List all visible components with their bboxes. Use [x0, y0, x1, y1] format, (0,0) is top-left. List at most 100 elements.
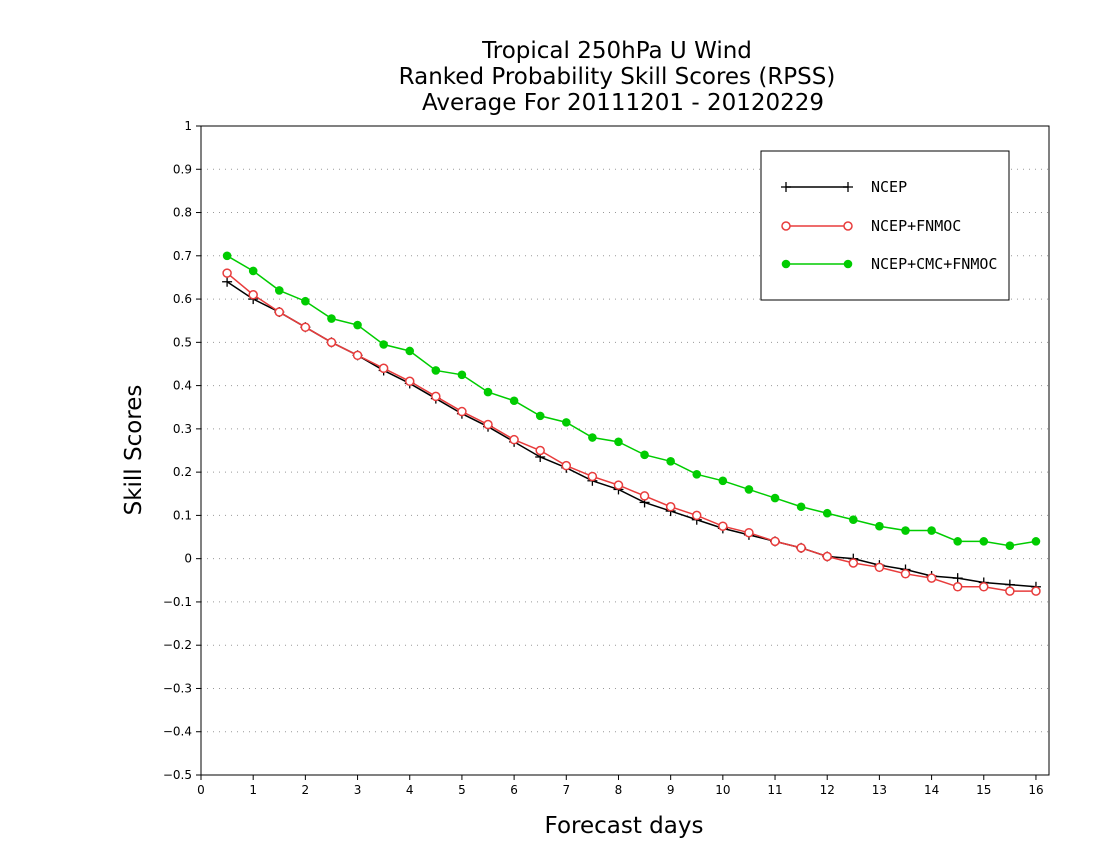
data-point-filled-circle [561, 418, 571, 427]
data-point-filled-circle [274, 286, 284, 295]
data-point-open-circle [274, 307, 285, 317]
data-point-filled-circle [379, 340, 388, 349]
axis-ticks: −0.5 −0.4 −0.3 −0.2 −0.1 0 0.1 0.2 0.3 0.4 0.5 0.6 0… [163, 119, 1044, 797]
data-point-filled-circle [483, 387, 493, 397]
data-point-plus [222, 276, 233, 287]
data-point-open-circle [900, 569, 911, 579]
x-tick-label: 3 [354, 783, 362, 797]
data-point-open-circle [1005, 586, 1015, 596]
legend: NCEP NCEP+FNMOC NCEP+CMC+FNMOC [760, 150, 1010, 301]
plot-frame [200, 125, 1050, 776]
data-point-open-circle [404, 376, 415, 387]
data-point-open-circle [744, 527, 754, 538]
data-point-filled-circle [457, 370, 467, 380]
y-tick-label: −0.5 [163, 768, 192, 782]
x-tick-label: 14 [924, 783, 939, 797]
data-point-filled-circle [301, 296, 310, 306]
data-point-filled-circle [692, 469, 702, 479]
x-tick-label: 11 [767, 783, 782, 797]
data-point-open-circle [326, 337, 337, 348]
data-point-open-circle [665, 501, 676, 512]
data-point-open-circle [613, 480, 624, 490]
data-point-filled-circle [770, 493, 780, 503]
y-tick-label: 0.6 [173, 292, 192, 306]
x-tick-label: 15 [976, 783, 991, 797]
data-point-plus [843, 182, 853, 192]
legend-label: NCEP+FNMOC [871, 217, 961, 235]
data-point-filled-circle [588, 433, 597, 442]
data-point-open-circle [300, 322, 311, 332]
data-point-open-circle [248, 289, 258, 300]
data-point-filled-circle [614, 437, 623, 447]
data-point-open-circle [926, 573, 937, 583]
data-point-filled-circle [1031, 537, 1041, 546]
legend-label: NCEP+CMC+FNMOC [871, 255, 997, 273]
series-line [226, 272, 1036, 592]
data-point-filled-circle [509, 396, 519, 406]
legend-item: NCEP+FNMOC [781, 217, 961, 235]
x-tick-label: 12 [820, 783, 835, 797]
y-tick-label: −0.2 [163, 638, 192, 652]
y-tick-label: 1 [184, 119, 192, 133]
data-point-open-circle [639, 491, 650, 501]
data-point-filled-circle [222, 251, 232, 261]
data-point-open-circle [952, 582, 963, 592]
data-point-open-circle [874, 562, 885, 573]
data-point-open-circle [848, 558, 859, 568]
series-layer [222, 251, 1041, 596]
x-tick-label: 9 [667, 783, 675, 797]
data-point-filled-circle [640, 450, 649, 460]
data-point-open-circle [692, 510, 702, 521]
chart-title-line-2: Ranked Probability Skill Scores (RPSS) [399, 64, 836, 90]
chart-title-line-3: Average For 20111201 - 20120229 [422, 90, 824, 116]
x-tick-label: 2 [302, 783, 310, 797]
data-point-filled-circle [822, 508, 832, 518]
chart-title-line-1: Tropical 250hPa U Wind [481, 38, 752, 64]
x-tick-label: 0 [197, 783, 205, 797]
data-point-filled-circle [431, 366, 441, 375]
data-point-filled-circle [979, 537, 989, 546]
data-point-open-circle [587, 471, 598, 482]
data-point-open-circle [781, 221, 791, 231]
x-tick-label: 6 [510, 783, 518, 797]
data-point-filled-circle [875, 521, 884, 531]
data-point-open-circle [843, 221, 853, 231]
data-point-filled-circle [405, 346, 415, 356]
data-point-filled-circle [353, 320, 362, 330]
x-tick-label: 1 [249, 783, 257, 797]
y-tick-label: 0 [184, 552, 192, 566]
data-point-filled-circle [327, 314, 336, 323]
x-tick-label: 7 [562, 783, 570, 797]
data-point-filled-circle [781, 259, 791, 269]
data-point-filled-circle [666, 457, 675, 466]
x-tick-label: 8 [615, 783, 623, 797]
data-point-open-circle [796, 543, 806, 553]
y-tick-label: 0.9 [173, 162, 192, 176]
data-point-filled-circle [718, 476, 728, 486]
data-point-plus [781, 182, 791, 192]
x-tick-label: 4 [406, 783, 414, 797]
data-point-open-circle [378, 363, 389, 374]
series-line [226, 255, 1037, 547]
y-tick-label: 0.3 [173, 422, 192, 436]
data-point-filled-circle [535, 411, 545, 421]
data-point-open-circle [431, 391, 441, 402]
y-axis-label: Skill Scores [121, 385, 147, 516]
data-point-open-circle [352, 350, 363, 361]
data-point-filled-circle [927, 526, 936, 535]
data-point-open-circle [1031, 586, 1041, 596]
y-tick-label: 0.5 [173, 335, 192, 349]
data-point-filled-circle [849, 515, 858, 525]
legend-label: NCEP [871, 178, 907, 196]
data-point-filled-circle [796, 502, 806, 512]
y-tick-label: 0.4 [173, 379, 192, 393]
series-ncep [222, 276, 1041, 592]
data-point-open-circle [457, 406, 467, 417]
y-tick-label: 0.1 [173, 508, 192, 522]
data-point-open-circle [979, 582, 989, 592]
series-line [226, 281, 1037, 588]
data-point-plus [952, 573, 963, 584]
x-tick-label: 5 [458, 783, 466, 797]
x-axis-label: Forecast days [545, 813, 704, 839]
